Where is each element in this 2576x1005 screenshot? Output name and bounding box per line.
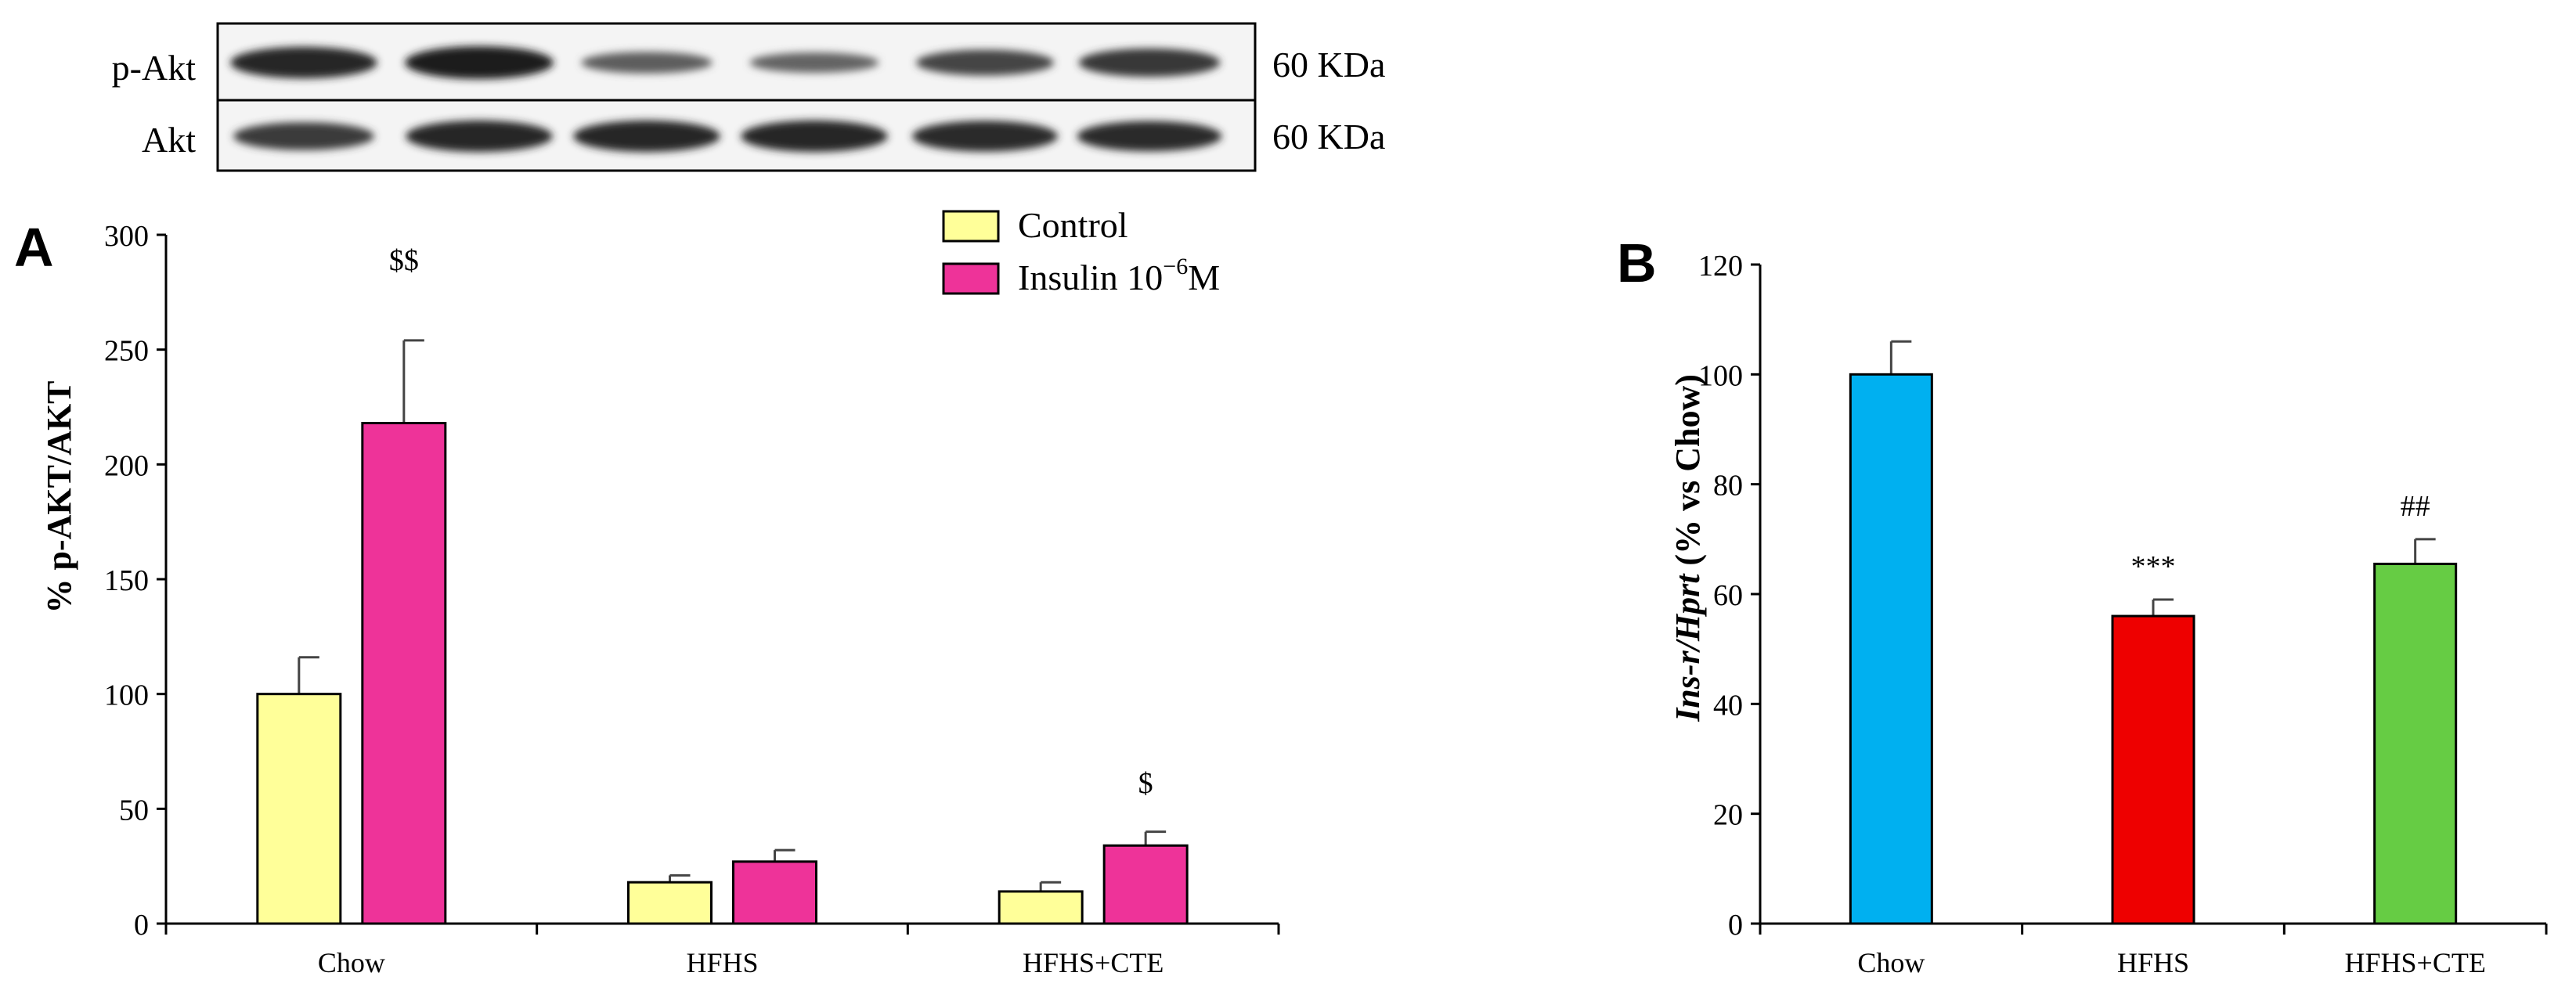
- bar: [1849, 373, 1933, 925]
- blot-band: [912, 121, 1058, 152]
- x-tick-label: HFHS+CTE: [2344, 947, 2485, 978]
- y-tick-label: 0: [1728, 909, 1743, 942]
- y-axis: 0 20 40 60 80 100 120: [1698, 250, 1762, 942]
- blot-band: [741, 120, 888, 153]
- bar: [1102, 844, 1189, 925]
- chart-panel-b: B Ins-r/Hprt (% vs Chow) 0 20 40 60 80 100 120…: [1617, 232, 2548, 978]
- annotations: *** ##: [2131, 490, 2430, 583]
- blot-row-label: p-Akt: [112, 48, 197, 88]
- y-axis: 0 50 100 150 200 250 300: [104, 220, 168, 942]
- x-tick-label: Chow: [1857, 947, 1925, 978]
- panel-letter-a: A: [14, 217, 54, 278]
- legend-label-insulin: Insulin 10−6M: [1018, 254, 1220, 297]
- significance-marker: $: [1138, 767, 1153, 800]
- bar: [732, 860, 817, 925]
- x-axis: Chow HFHS HFHS+CTE: [164, 922, 1280, 978]
- bar: [627, 881, 713, 925]
- legend: Control Insulin 10−6M: [942, 205, 1220, 297]
- blot-band: [1078, 48, 1221, 77]
- blot-molecular-weight: 60 KDa: [1272, 117, 1385, 157]
- y-tick-label: 100: [1698, 359, 1743, 392]
- bar: [998, 890, 1084, 925]
- y-tick-label: 150: [104, 564, 149, 597]
- blot-bands: [230, 46, 1221, 79]
- legend-label-insulin-exponent: −6: [1163, 254, 1188, 279]
- legend-label-insulin-unit: M: [1188, 258, 1220, 297]
- blot-band: [233, 122, 374, 150]
- y-tick-label: 20: [1713, 799, 1743, 832]
- y-tick-label: 0: [134, 909, 149, 942]
- blot-band: [405, 46, 554, 79]
- bar: [256, 693, 342, 925]
- y-axis-label-unit: (% vs Chow): [1669, 374, 1707, 574]
- blot-band: [916, 49, 1054, 76]
- x-tick-label: Chow: [318, 947, 385, 978]
- blot-bands: [233, 120, 1222, 153]
- chart-panel-a: A % p-AKT/AKT Control Insulin 10−6M 0 50 1…: [14, 205, 1280, 978]
- y-tick-label: 80: [1713, 470, 1743, 502]
- annotations: $$$: [389, 244, 1153, 800]
- y-tick-label: 200: [104, 449, 149, 482]
- blot-row-pakt: p-Akt 60 KDa: [112, 22, 1385, 116]
- x-tick-label: HFHS+CTE: [1023, 947, 1164, 978]
- blot-band: [573, 120, 720, 153]
- legend-label-control: Control: [1018, 205, 1128, 245]
- legend-swatch-insulin: [942, 262, 1000, 295]
- blot-band: [1077, 121, 1222, 152]
- legend-swatch-control: [942, 210, 1000, 243]
- legend-label-insulin-main: Insulin 10: [1018, 258, 1163, 297]
- y-axis-label: % p-AKT/AKT: [40, 380, 78, 613]
- y-tick-label: 40: [1713, 689, 1743, 722]
- significance-marker: $$: [389, 244, 419, 277]
- y-tick-label: 60: [1713, 579, 1743, 612]
- blot-row-akt: Akt 60 KDa: [142, 99, 1385, 172]
- bar: [361, 422, 447, 925]
- y-tick-label: 300: [104, 220, 149, 253]
- blot-band: [406, 120, 553, 153]
- significance-marker: ##: [2401, 490, 2430, 523]
- bar: [2111, 614, 2195, 925]
- bar: [2373, 562, 2458, 925]
- blot-band: [749, 52, 879, 73]
- blot-band: [230, 46, 377, 79]
- blot-row-label: Akt: [142, 120, 196, 160]
- x-tick-label: HFHS: [686, 947, 758, 978]
- bars: [256, 339, 1189, 925]
- western-blot: p-Akt 60 KDa Akt 60 KDa: [112, 22, 1385, 172]
- y-tick-label: 120: [1698, 250, 1743, 283]
- significance-marker: ***: [2131, 550, 2176, 583]
- y-axis-label-gene-ratio: Ins-r/Hprt: [1669, 573, 1707, 722]
- y-tick-label: 100: [104, 679, 149, 712]
- blot-molecular-weight: 60 KDa: [1272, 45, 1385, 85]
- x-axis: Chow HFHS HFHS+CTE: [1759, 922, 2548, 978]
- blot-band: [581, 52, 713, 74]
- y-axis-label: Ins-r/Hprt (% vs Chow): [1669, 374, 1707, 722]
- y-tick-label: 50: [119, 794, 149, 827]
- bars: [1849, 340, 2458, 925]
- y-tick-label: 250: [104, 335, 149, 368]
- panel-letter-b: B: [1617, 232, 1657, 294]
- x-tick-label: HFHS: [2117, 947, 2189, 978]
